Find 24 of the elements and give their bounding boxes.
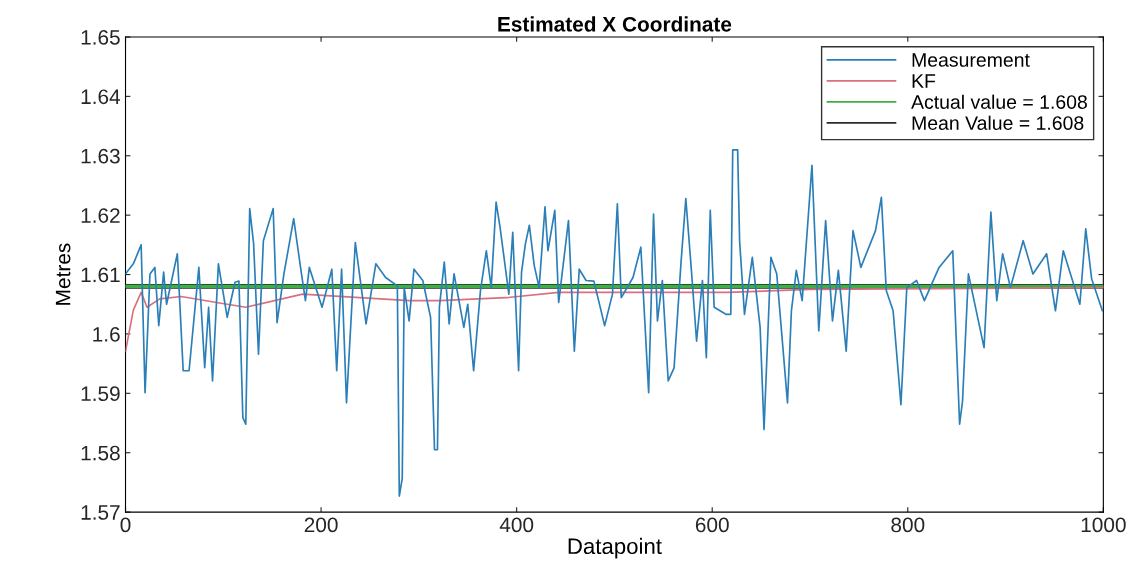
y-tick-label: 1.65 <box>81 29 120 45</box>
chart-title: Estimated X Coordinate <box>498 16 732 32</box>
x-tick-label: 200 <box>304 517 338 533</box>
y-tick-label: 1.57 <box>81 505 120 520</box>
legend-label: Actual value = 1.608 <box>911 94 1087 109</box>
x-tick-label: 800 <box>891 517 925 533</box>
x-axis-title: Datapoint <box>568 537 662 559</box>
legend-label: Measurement <box>912 53 1030 67</box>
line-series <box>125 148 1104 497</box>
x-tick-label: 1000 <box>1081 517 1126 533</box>
legend-label: Mean Value = 1.608 <box>912 115 1084 130</box>
x-tick-label: 0 <box>120 517 131 533</box>
y-tick-label: 1.64 <box>81 89 121 105</box>
x-tick-label: 400 <box>499 517 534 533</box>
legend-label: KF <box>912 74 936 88</box>
y-tick-label: 1.59 <box>81 386 120 402</box>
y-tick-label: 1.63 <box>81 148 120 164</box>
y-axis-title: Metres <box>55 243 71 305</box>
x-tick-label: 600 <box>695 517 729 533</box>
y-tick-label: 1.58 <box>81 445 120 461</box>
line-series <box>125 286 1104 352</box>
y-tick-label: 1.62 <box>81 208 120 223</box>
y-tick-label: 1.61 <box>81 267 120 283</box>
y-tick-label: 1.6 <box>93 326 120 342</box>
